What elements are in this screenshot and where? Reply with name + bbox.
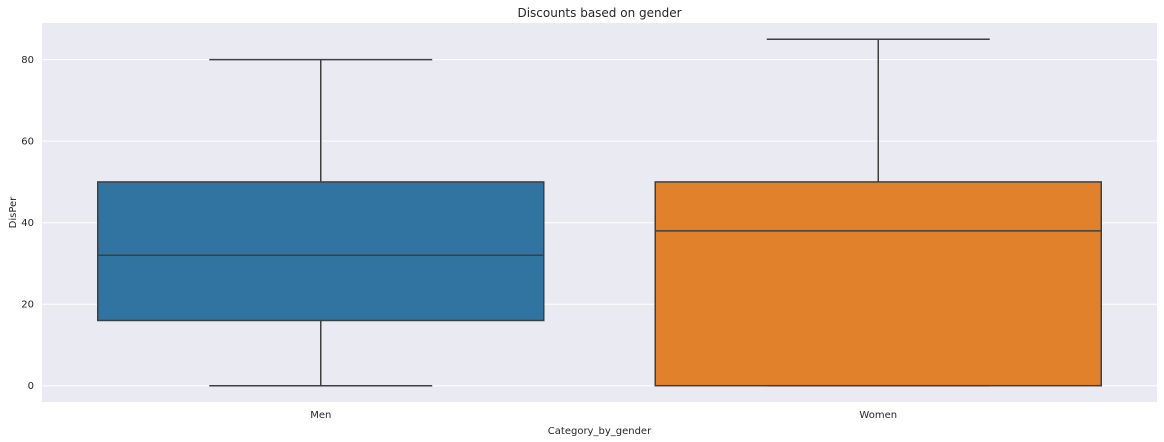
y-tick-label: 0	[28, 381, 34, 392]
boxes	[97, 38, 1102, 387]
chart-title: Discounts based on gender	[517, 6, 681, 20]
box-men	[97, 58, 545, 387]
y-tick-label: 60	[21, 137, 34, 148]
x-tick-label: Men	[310, 410, 331, 421]
x-tick-label: Women	[859, 410, 897, 421]
y-tick-label: 20	[21, 300, 34, 311]
y-axis-label: DisPer	[8, 196, 19, 229]
iqr-box	[654, 181, 1102, 387]
x-axis: Men Women	[310, 410, 897, 421]
y-tick-label: 40	[21, 218, 34, 229]
iqr-box	[97, 181, 545, 322]
box-women	[654, 38, 1102, 387]
x-axis-label: Category_by_gender	[548, 426, 652, 437]
y-tick-label: 80	[21, 55, 34, 66]
y-axis: 0 20 40 60 80	[21, 55, 34, 392]
